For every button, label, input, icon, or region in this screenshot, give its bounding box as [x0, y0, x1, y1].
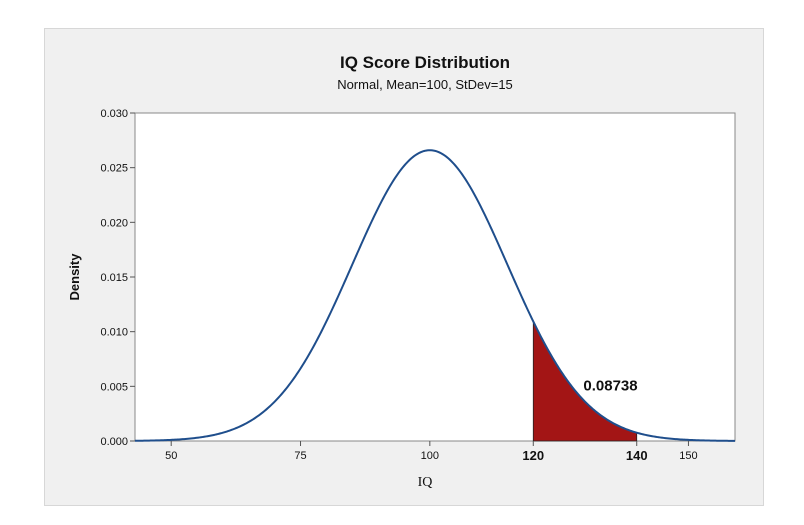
x-tick-label: 140 [626, 448, 648, 463]
y-tick-label: 0.030 [100, 108, 128, 120]
x-tick-label: 75 [294, 450, 306, 462]
chart-frame: IQ Score Distribution Normal, Mean=100, … [44, 28, 764, 506]
y-tick-label: 0.015 [100, 272, 128, 284]
x-tick-label: 120 [522, 448, 544, 463]
y-tick-label: 0.020 [100, 217, 128, 229]
x-tick-label: 150 [679, 450, 697, 462]
plot-area [134, 112, 736, 442]
chart-svg: IQ Score Distribution Normal, Mean=100, … [67, 53, 736, 490]
density-curve [134, 149, 736, 442]
x-axis: 50 75 100 150 120 140 [165, 441, 698, 463]
y-tick-label: 0.000 [100, 436, 128, 448]
chart-title: IQ Score Distribution [340, 53, 510, 72]
x-axis-title: IQ [418, 475, 433, 490]
y-axis: 0.000 0.005 0.010 0.015 0.020 0.025 0.030 [100, 108, 135, 448]
y-tick-label: 0.010 [100, 327, 128, 339]
x-tick-label: 100 [421, 450, 439, 462]
shaded-area-probability: 0.08738 [583, 377, 637, 394]
chart-subtitle: Normal, Mean=100, StDev=15 [337, 77, 513, 92]
y-tick-label: 0.005 [100, 381, 128, 393]
y-axis-title: Density [67, 253, 82, 301]
y-tick-label: 0.025 [100, 163, 128, 175]
x-tick-label: 50 [165, 450, 177, 462]
